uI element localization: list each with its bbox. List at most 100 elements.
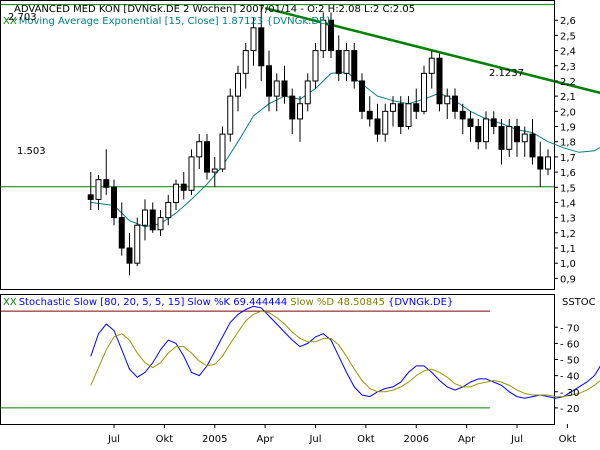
trendline [264, 6, 600, 95]
candle-down [475, 126, 482, 143]
price-y-tick-label: 1,9 [560, 123, 576, 134]
stoch-panel-label: SSTOC [562, 297, 596, 308]
candle-up [273, 80, 280, 97]
candle-up [312, 50, 319, 82]
x-tick-label: Jul [510, 434, 523, 445]
price-y-tick-label: 2,6 [560, 16, 576, 27]
candle-down [436, 57, 443, 105]
price-y-tick-label: 1,6 [560, 168, 576, 179]
candle-up [343, 50, 350, 74]
price-y-tick-label: 0,9 [560, 274, 576, 285]
stoch-panel-frame [0, 294, 555, 425]
candle-down [467, 118, 474, 128]
candle-up [165, 201, 172, 219]
stoch-symbol: {DVNGk.DE} [388, 297, 453, 308]
stoch-k-line [90, 305, 600, 399]
candle-down [281, 80, 288, 97]
support-label: 1.503 [17, 146, 46, 157]
candle-down [397, 103, 404, 128]
candle-up [188, 156, 195, 191]
candle-up [250, 27, 257, 52]
stoch-y-tick-label: - 50 [560, 356, 580, 367]
price-y-tick-label: 1,8 [560, 138, 576, 149]
candle-down [289, 95, 296, 120]
candle-down [359, 80, 365, 112]
candle-down [335, 50, 342, 74]
x-tick-label: Okt [357, 434, 375, 445]
candle-up [483, 118, 489, 143]
price-y-tick-label: 2,3 [560, 62, 576, 73]
candle-up [506, 126, 513, 150]
price-y-tick-label: 2,4 [560, 47, 576, 58]
x-tick-label: Apr [256, 434, 274, 445]
candle-down [413, 103, 420, 112]
axes: 0,9 1,0 1,1 1,2 1,3 1,4 1,5 1,6 1,7 1,8 1,9 2,0 2,1 2… [107, 16, 580, 445]
candle-up [521, 133, 528, 143]
candle-down [87, 194, 94, 200]
candle-up [227, 95, 234, 135]
candle-up [196, 141, 203, 158]
candle-up [545, 156, 551, 170]
x-tick-label: Jul [308, 434, 321, 445]
price-panel-frame [0, 0, 555, 290]
candle-up [211, 168, 218, 173]
candle-down [103, 179, 110, 188]
candle-up [219, 133, 226, 170]
price-y-tick-label: 2,5 [560, 31, 576, 42]
high-label: 2,703 [8, 12, 37, 23]
candle-down [366, 110, 373, 120]
candle-down [266, 65, 272, 97]
x-tick-label: 2006 [404, 434, 429, 445]
price-y-tick-label: 1,3 [560, 214, 576, 225]
candle-down [490, 118, 497, 128]
candle-up [297, 103, 303, 120]
price-y-tick-label: 1,4 [560, 198, 576, 209]
price-plot [1, 4, 600, 276]
candle-up [157, 217, 164, 231]
stoch-name: Stochastic Slow [80, 20, 5, 5, 15] [19, 297, 185, 308]
chart-title: ADVANCED MED KON [DVNGk.DE 2 Wochen] 200… [14, 4, 415, 15]
stoch-k-label: Slow %K 69.444444 [187, 297, 287, 308]
candle-down [118, 217, 125, 249]
ema-prefix: XX [3, 16, 17, 27]
stoch-y-tick-label: - 40 [560, 372, 580, 383]
candle-up [382, 110, 389, 135]
candle-down [258, 27, 265, 67]
stoch-y-tick-label: - 20 [560, 404, 580, 415]
stoch-d-label: Slow %D 48.50845 [290, 297, 385, 308]
candle-down [126, 247, 133, 264]
candle-down [328, 19, 334, 52]
stoch-prefix: XX [3, 297, 17, 308]
candle-down [111, 186, 117, 219]
candle-down [351, 50, 358, 82]
candle-down [498, 126, 505, 150]
candle-up [444, 95, 451, 105]
price-y-tick-label: 1,1 [560, 244, 576, 255]
candle-down [514, 126, 520, 143]
ema-legend: Moving Average Exponential [15, Close] 1… [19, 16, 332, 27]
stoch-plot [1, 305, 600, 409]
candle-down [180, 183, 187, 191]
ema-header: XX Moving Average Exponential [15, Close]… [3, 16, 332, 27]
x-tick-label: Jul [107, 434, 120, 445]
candle-down [537, 156, 544, 170]
x-tick-label: 2005 [202, 434, 227, 445]
candle-up [390, 103, 396, 112]
stoch-d-line [90, 310, 600, 398]
stoch-y-tick-label: - 70 [560, 323, 580, 334]
trend-end-label: 2.1237 [489, 68, 524, 79]
candle-down [452, 95, 458, 112]
candle-up [304, 80, 311, 105]
candle-up [242, 50, 249, 74]
price-y-tick-label: 2,0 [560, 107, 576, 118]
price-y-tick-label: 1,0 [560, 259, 576, 270]
stoch-header: XX Stochastic Slow [80, 20, 5, 5, 15] Slow… [3, 297, 453, 308]
candle-up [428, 57, 435, 74]
x-tick-label: Okt [156, 434, 174, 445]
candle-up [173, 183, 179, 203]
candle-down [529, 133, 536, 158]
candle-up [142, 209, 148, 226]
x-tick-label: Okt [559, 434, 577, 445]
